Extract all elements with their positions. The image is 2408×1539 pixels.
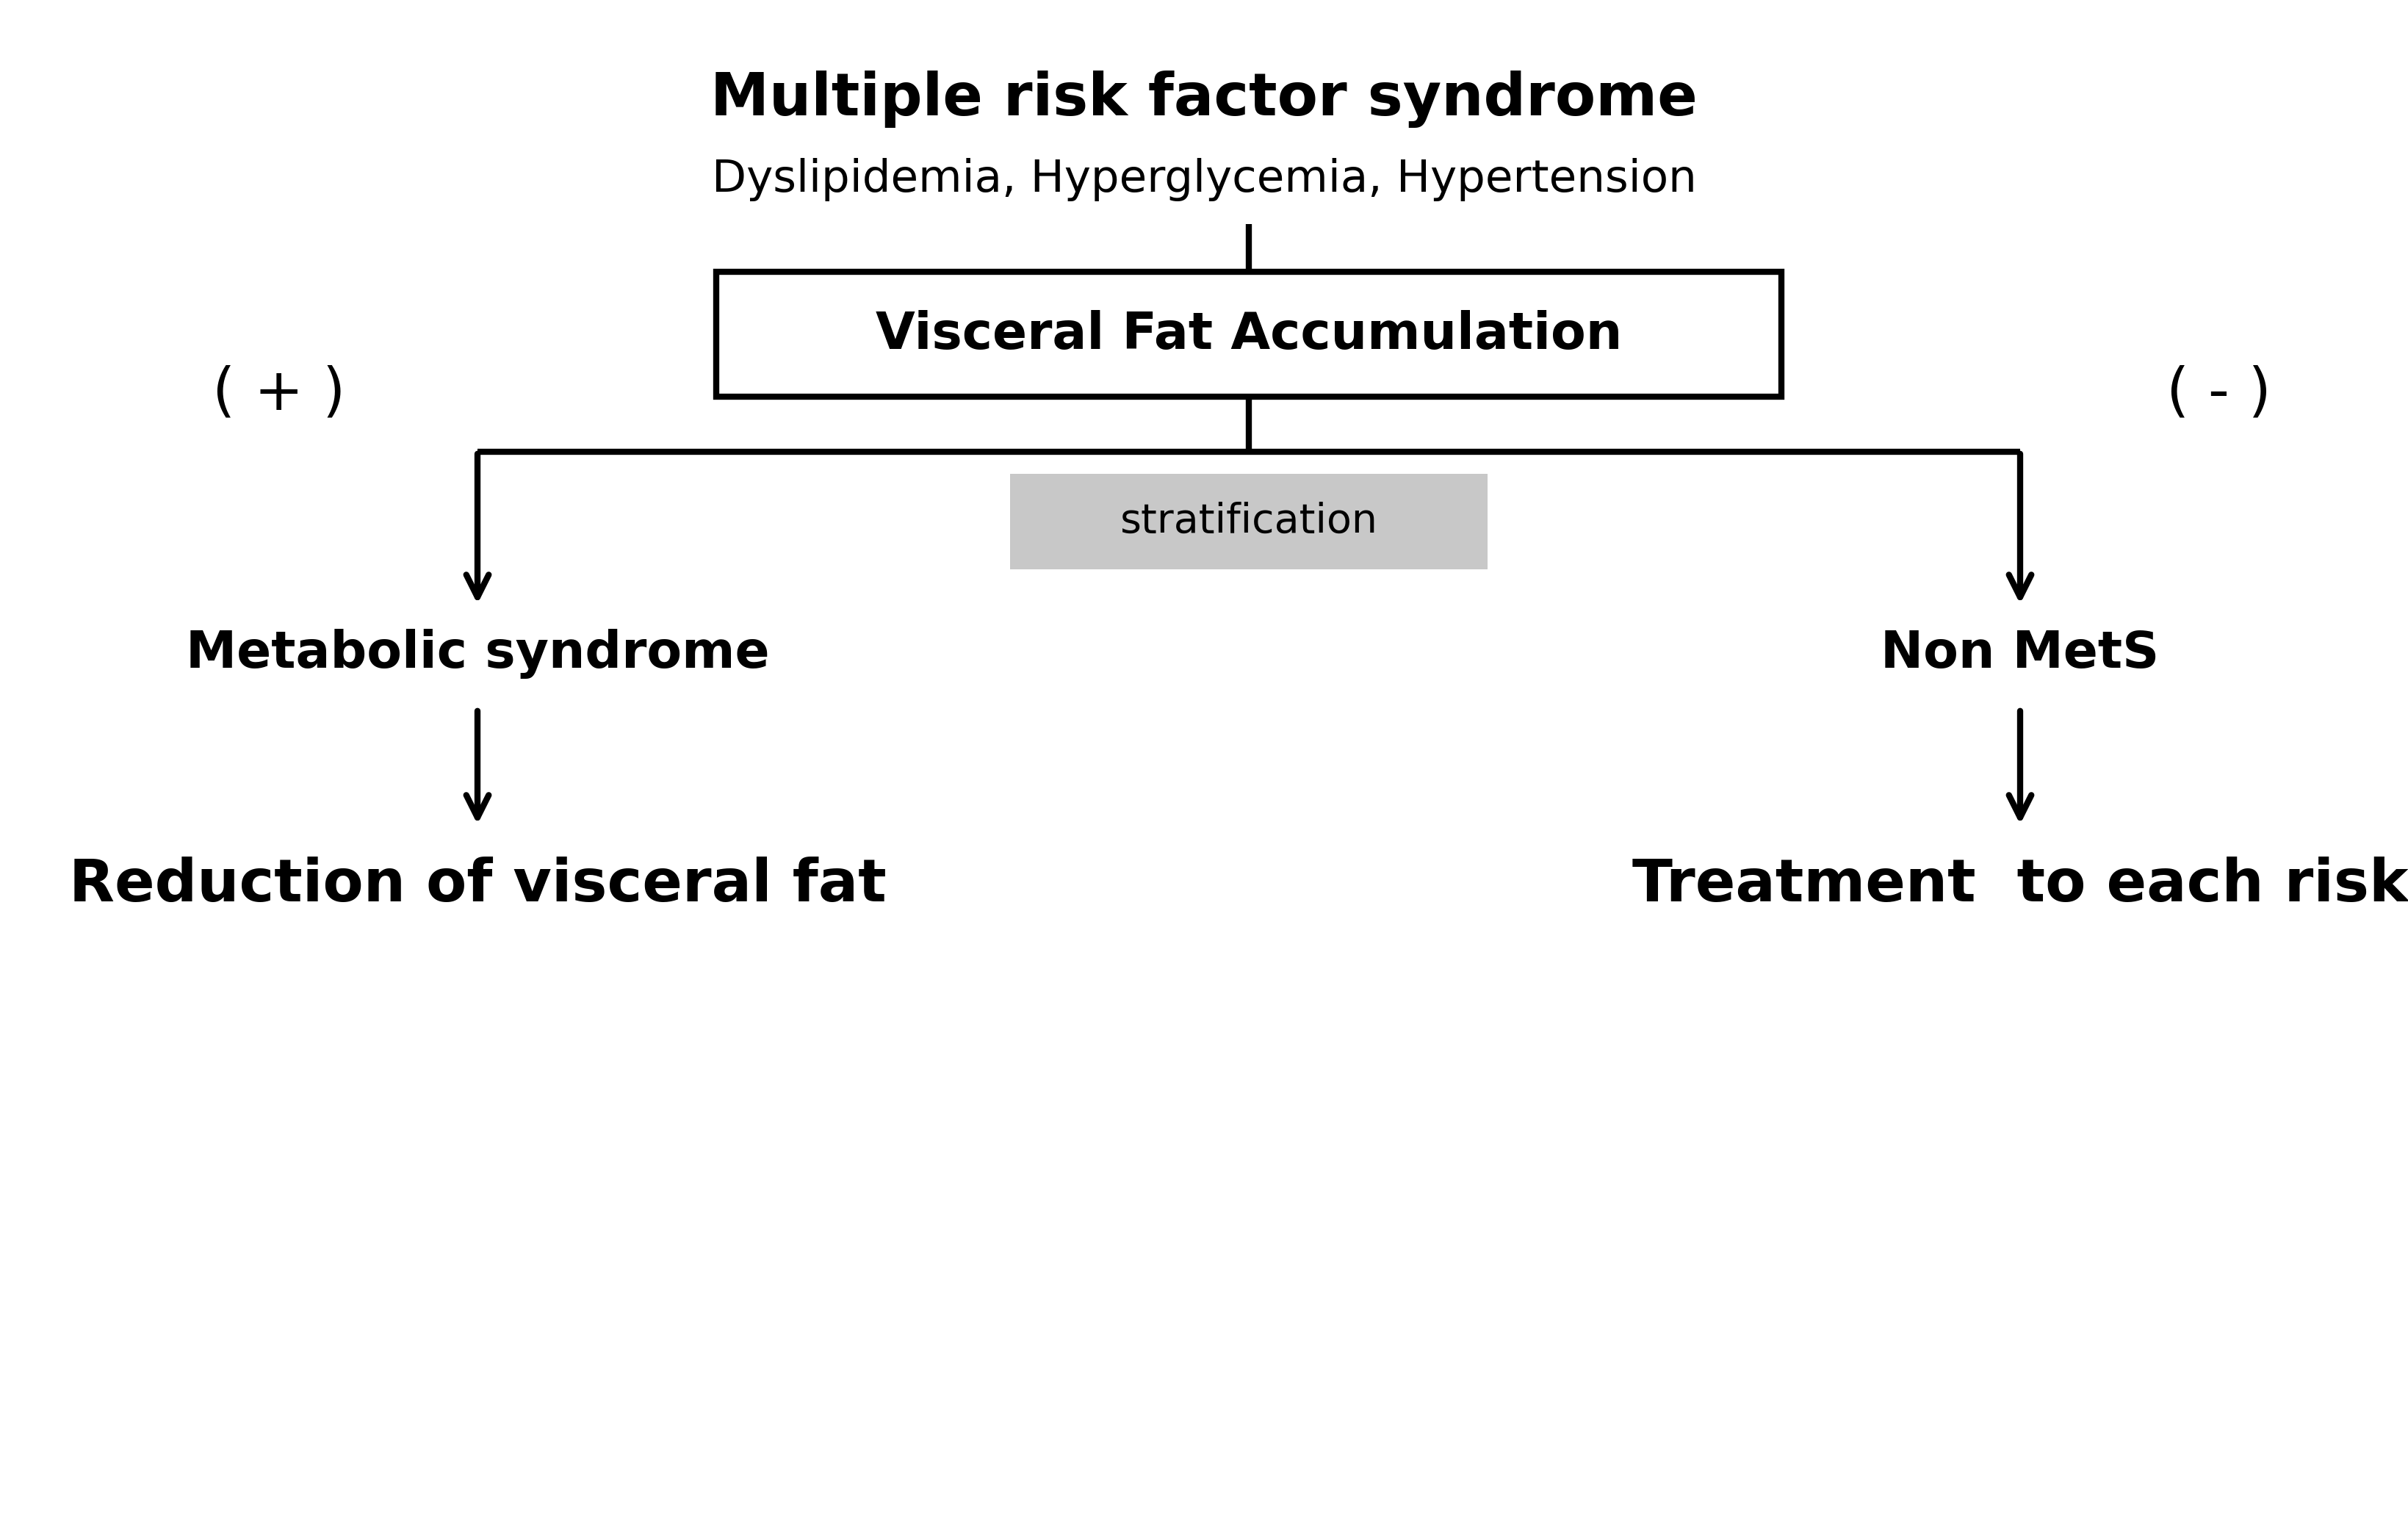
Text: Reduction of visceral fat: Reduction of visceral fat bbox=[70, 857, 886, 914]
Text: ( - ): ( - ) bbox=[2167, 365, 2271, 422]
Text: Metabolic syndrome: Metabolic syndrome bbox=[185, 629, 768, 679]
Text: stratification: stratification bbox=[1120, 502, 1377, 542]
Bar bbox=[1009, 474, 1488, 569]
Text: ( + ): ( + ) bbox=[212, 365, 347, 422]
Text: Treatment  to each risk: Treatment to each risk bbox=[1633, 857, 2408, 914]
Text: Multiple risk factor syndrome: Multiple risk factor syndrome bbox=[710, 71, 1698, 128]
Text: Non MetS: Non MetS bbox=[1881, 629, 2160, 679]
Bar bbox=[715, 272, 1782, 397]
Text: Dyslipidemia, Hyperglycemia, Hypertension: Dyslipidemia, Hyperglycemia, Hypertensio… bbox=[710, 159, 1698, 202]
Text: Visceral Fat Accumulation: Visceral Fat Accumulation bbox=[877, 309, 1623, 359]
